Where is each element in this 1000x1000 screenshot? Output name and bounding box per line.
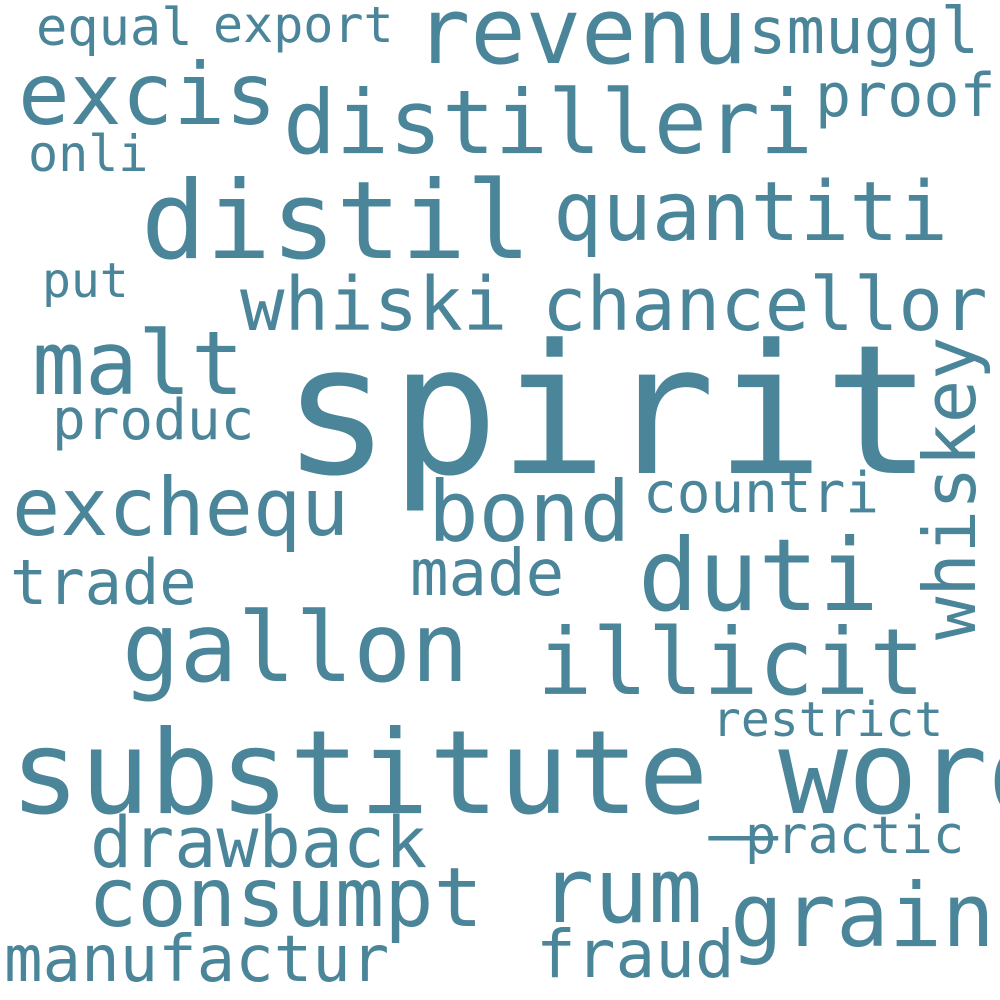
word-grain: grain: [730, 864, 995, 967]
word-proof: proof: [815, 61, 996, 131]
word-chancellor: chancellor: [542, 262, 988, 348]
word-onli: onli: [28, 125, 149, 183]
word-distilleri: distilleri: [283, 71, 813, 174]
word-whiski: whiski: [240, 262, 508, 348]
word-distil: distil: [141, 159, 532, 284]
word-consumpt: consumpt: [88, 851, 483, 946]
word-drawback: drawback: [90, 802, 428, 884]
word-fraud: fraud: [536, 916, 735, 993]
word-rum: rum: [540, 839, 703, 944]
word-illicit: illicit: [537, 609, 925, 716]
word-quantiti: quantiti: [553, 165, 948, 260]
word-malt: malt: [32, 312, 244, 415]
word-duti: duti: [638, 517, 879, 634]
word-export: export: [213, 0, 394, 54]
word-made: made: [410, 537, 565, 611]
word-practic: practic: [745, 806, 965, 866]
word-put: put: [42, 253, 129, 309]
word-produc: produc: [52, 388, 255, 453]
word-revenu: revenu: [415, 0, 748, 85]
word-countri: countri: [643, 461, 880, 526]
word-smuggl: smuggl: [748, 0, 980, 69]
word-spirit: spirit: [282, 307, 933, 516]
word-substitute-word: substitute_word: [10, 706, 1000, 841]
word-whiskey: whiskey: [908, 336, 992, 640]
word-manufactur: manufactur: [4, 923, 390, 997]
word-bond: bond: [428, 463, 631, 561]
word-restrict: restrict: [712, 692, 944, 748]
word-equal: equal: [36, 0, 193, 58]
word-trade: trade: [10, 546, 197, 619]
word-gallon: gallon: [122, 592, 469, 704]
word-exchequ: exchequ: [12, 461, 350, 554]
word-excis: excis: [18, 45, 277, 145]
